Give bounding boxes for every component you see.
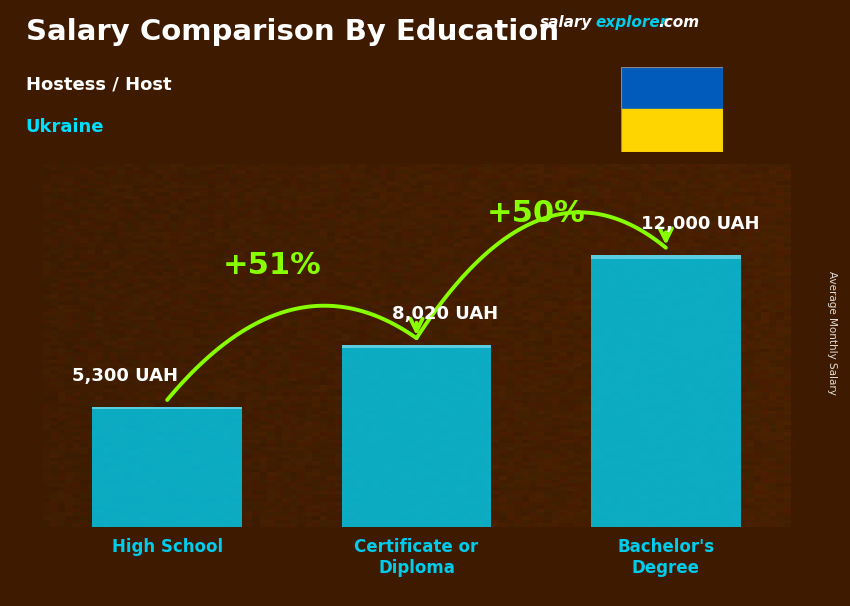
Text: .com: .com xyxy=(659,15,700,30)
Bar xyxy=(342,345,491,527)
Bar xyxy=(342,345,491,348)
Text: Hostess / Host: Hostess / Host xyxy=(26,76,171,94)
Text: 12,000 UAH: 12,000 UAH xyxy=(641,215,759,233)
Bar xyxy=(620,109,722,152)
Text: salary: salary xyxy=(540,15,592,30)
Text: 5,300 UAH: 5,300 UAH xyxy=(72,367,178,385)
Bar xyxy=(620,67,722,109)
Text: Average Monthly Salary: Average Monthly Salary xyxy=(827,271,837,395)
Bar xyxy=(591,255,740,527)
Text: explorer: explorer xyxy=(595,15,667,30)
Bar xyxy=(93,407,242,527)
Text: 8,020 UAH: 8,020 UAH xyxy=(392,305,498,323)
Text: +51%: +51% xyxy=(223,251,321,281)
Text: Salary Comparison By Education: Salary Comparison By Education xyxy=(26,18,558,46)
Text: Ukraine: Ukraine xyxy=(26,118,104,136)
Bar xyxy=(591,255,740,259)
Bar xyxy=(93,407,242,409)
Text: +50%: +50% xyxy=(487,199,586,228)
